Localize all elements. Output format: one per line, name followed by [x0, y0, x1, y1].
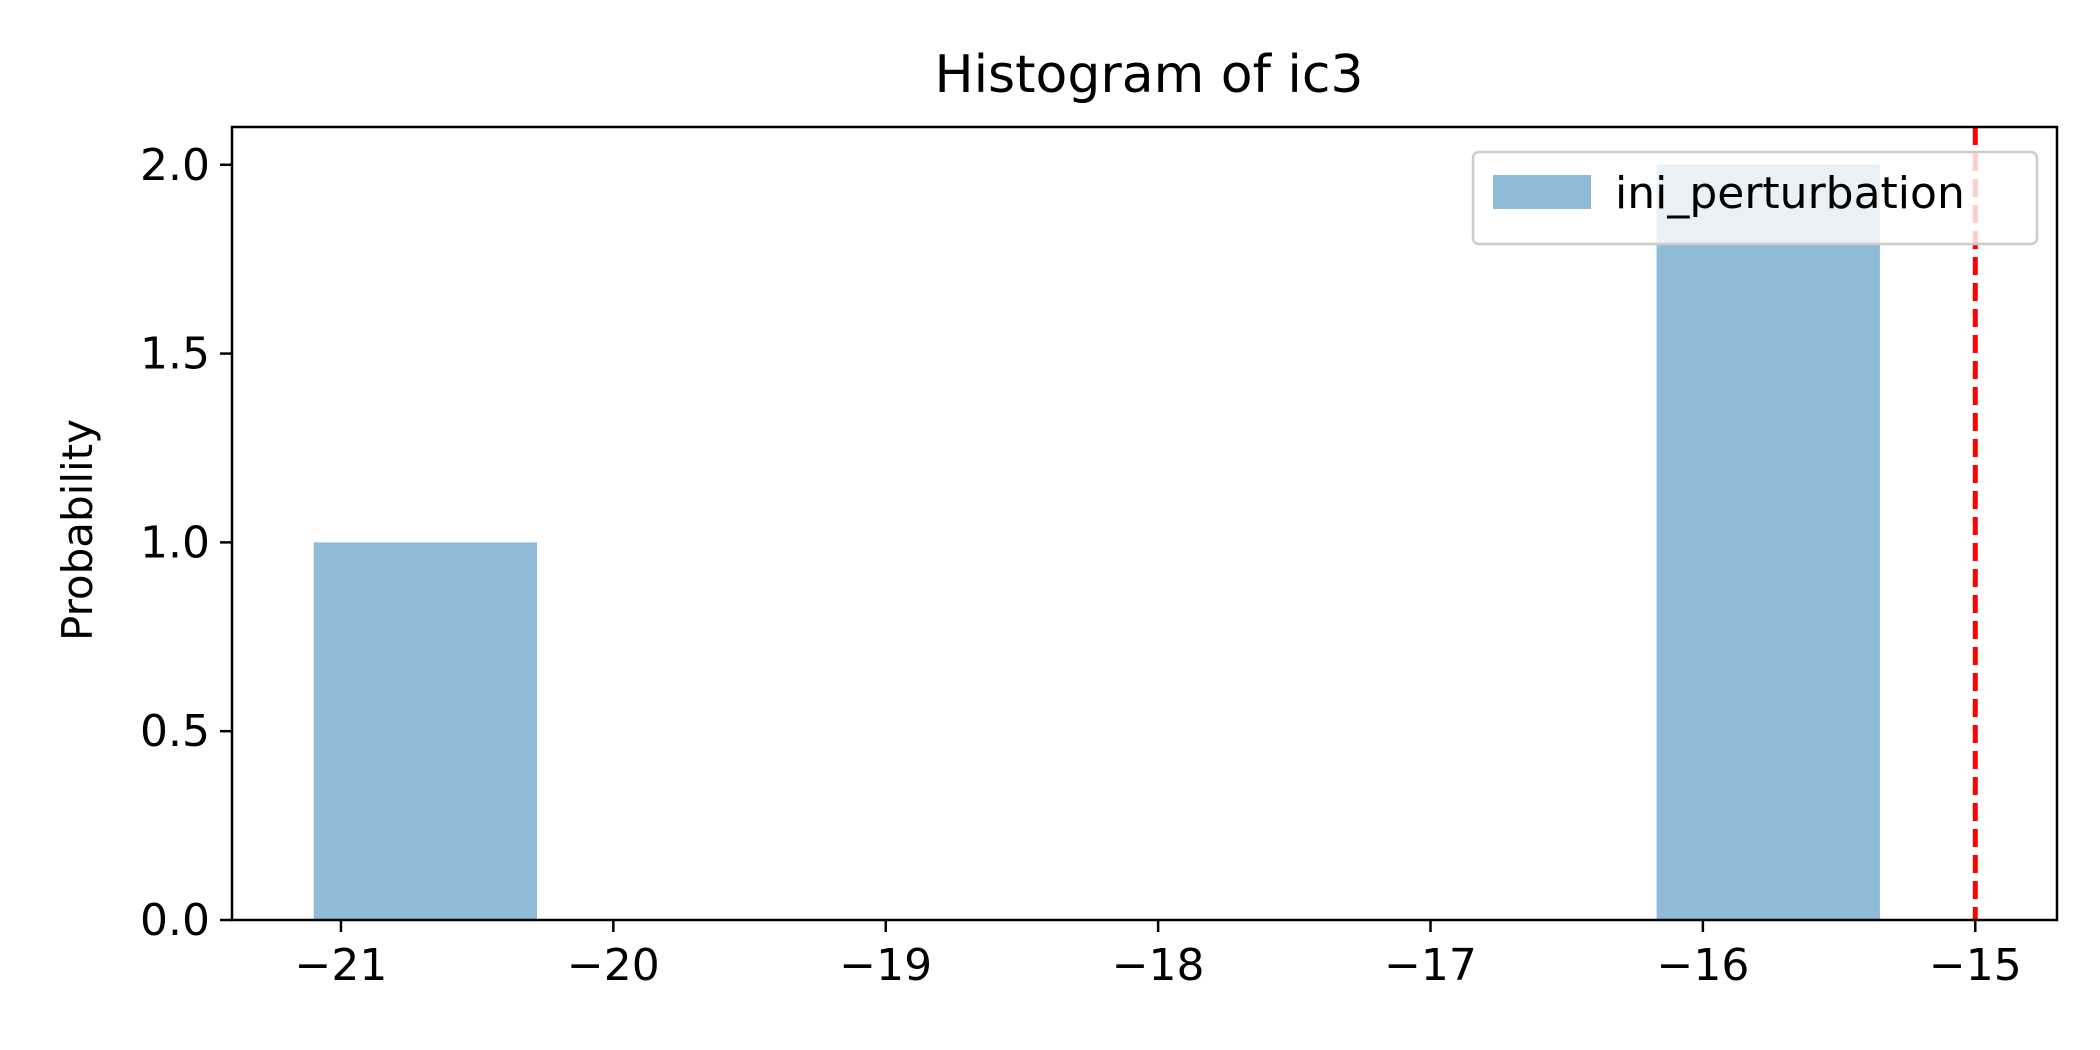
plot-frame [230, 125, 2059, 922]
histogram-bar [313, 542, 538, 920]
x-tick-label: −17 [1384, 940, 1477, 991]
legend-swatch [1493, 175, 1591, 209]
y-tick-label: 2.0 [140, 140, 210, 191]
x-tick-label: −20 [567, 940, 660, 991]
y-axis-label: Probability [53, 419, 102, 641]
plot-area: −21 −20 −19 −18 −17 −16 −15 0.0 0.5 1.0 1.5 2.0 ini_… [140, 125, 2059, 991]
y-tick-label: 1.5 [140, 329, 210, 380]
y-tick-label: 0.0 [140, 895, 210, 946]
histogram-bar [1656, 164, 1880, 920]
legend-label: ini_perturbation [1615, 168, 1965, 219]
x-tick-label: −19 [839, 940, 932, 991]
x-tick-label: −21 [295, 940, 388, 991]
y-tick-label: 0.5 [140, 706, 210, 757]
x-tick-label: −15 [1929, 940, 2022, 991]
x-tick-label: −18 [1112, 940, 1205, 991]
x-tick-label: −16 [1656, 940, 1749, 991]
y-tick-label: 1.0 [140, 517, 210, 568]
legend-box [1471, 150, 2039, 246]
chart-title: Histogram of ic3 [934, 45, 1363, 105]
